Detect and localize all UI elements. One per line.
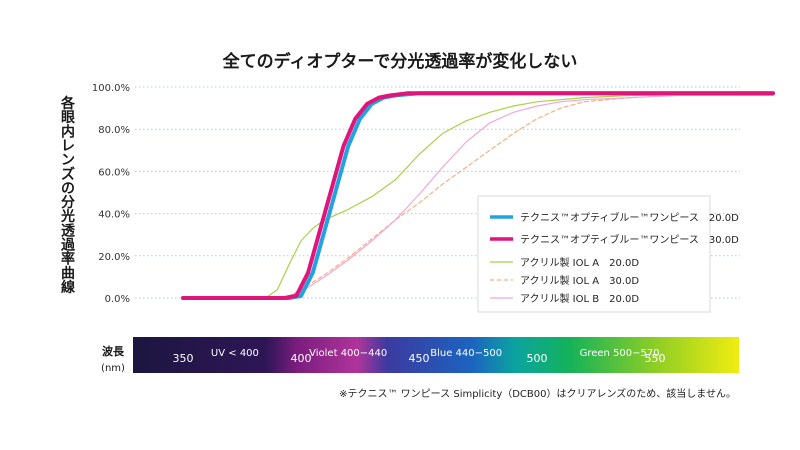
band-label: Green 500−570 [580,348,660,359]
y-tick-label: 100.0% [92,83,130,94]
series-lines [181,91,775,300]
footnote: ※テクニス™ ワンピース Simplicity（DCB00）はクリアレンズのため… [339,387,736,400]
wavelength-label: 波長 [102,344,125,358]
legend-label-3: アクリル製 IOL A 20.0D [520,256,639,269]
band-label: Blue 440−500 [430,348,502,359]
band-label: Violet 400−440 [309,348,387,359]
legend-label-5: アクリル製 IOL B 20.0D [520,292,639,305]
wavelength-unit: (nm) [101,363,125,374]
chart-title: 全てのディオプターで分光透過率が変化しない [222,51,578,72]
x-tick-label: 450 [409,352,430,365]
y-tick-label: 20.0% [98,252,130,263]
legend-box [477,195,711,313]
band-label: UV < 400 [211,348,259,359]
y-tick-label: 80.0% [98,125,130,136]
y-tick-label: 0.0% [105,294,130,305]
x-tick-label: 350 [173,352,194,365]
x-tick-label: 400 [291,352,312,365]
x-tick-label: 550 [645,352,666,365]
y-tick-label: 40.0% [98,210,130,221]
series-line-3 [182,94,774,299]
y-axis-label: 各眼内レンズの分光透過率曲線 [60,95,76,296]
spectrum-labels: 350 400 450 500 550 UV < 400 Violet 400−440 Blu… [173,348,666,365]
series-line-2 [181,91,775,300]
legend-label-2: テクニス™オプティブルー™ワンピース 30.0D [520,233,739,246]
y-tick-labels: 0.0% 20.0% 40.0% 60.0% 80.0% 100.0% [92,83,130,305]
spectrum-band [133,337,739,373]
y-tick-label: 60.0% [98,167,130,178]
x-tick-label: 500 [527,352,548,365]
legend: テクニス™オプティブルー™ワンピース 20.0D テクニス™オプティブルー™ワンピ… [477,195,739,313]
legend-label-4: アクリル製 IOL A 30.0D [520,274,639,287]
legend-label-1: テクニス™オプティブルー™ワンピース 20.0D [520,211,739,224]
